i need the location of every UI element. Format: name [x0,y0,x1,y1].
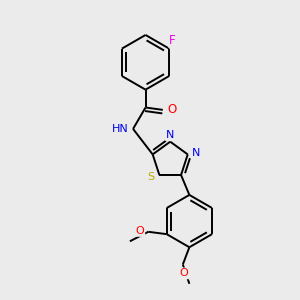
Text: S: S [148,172,154,182]
Text: HN: HN [112,124,129,134]
Text: N: N [192,148,200,158]
Text: O: O [167,103,176,116]
Text: O: O [136,226,144,236]
Text: N: N [166,130,174,140]
Text: O: O [180,268,188,278]
Text: F: F [169,34,175,47]
